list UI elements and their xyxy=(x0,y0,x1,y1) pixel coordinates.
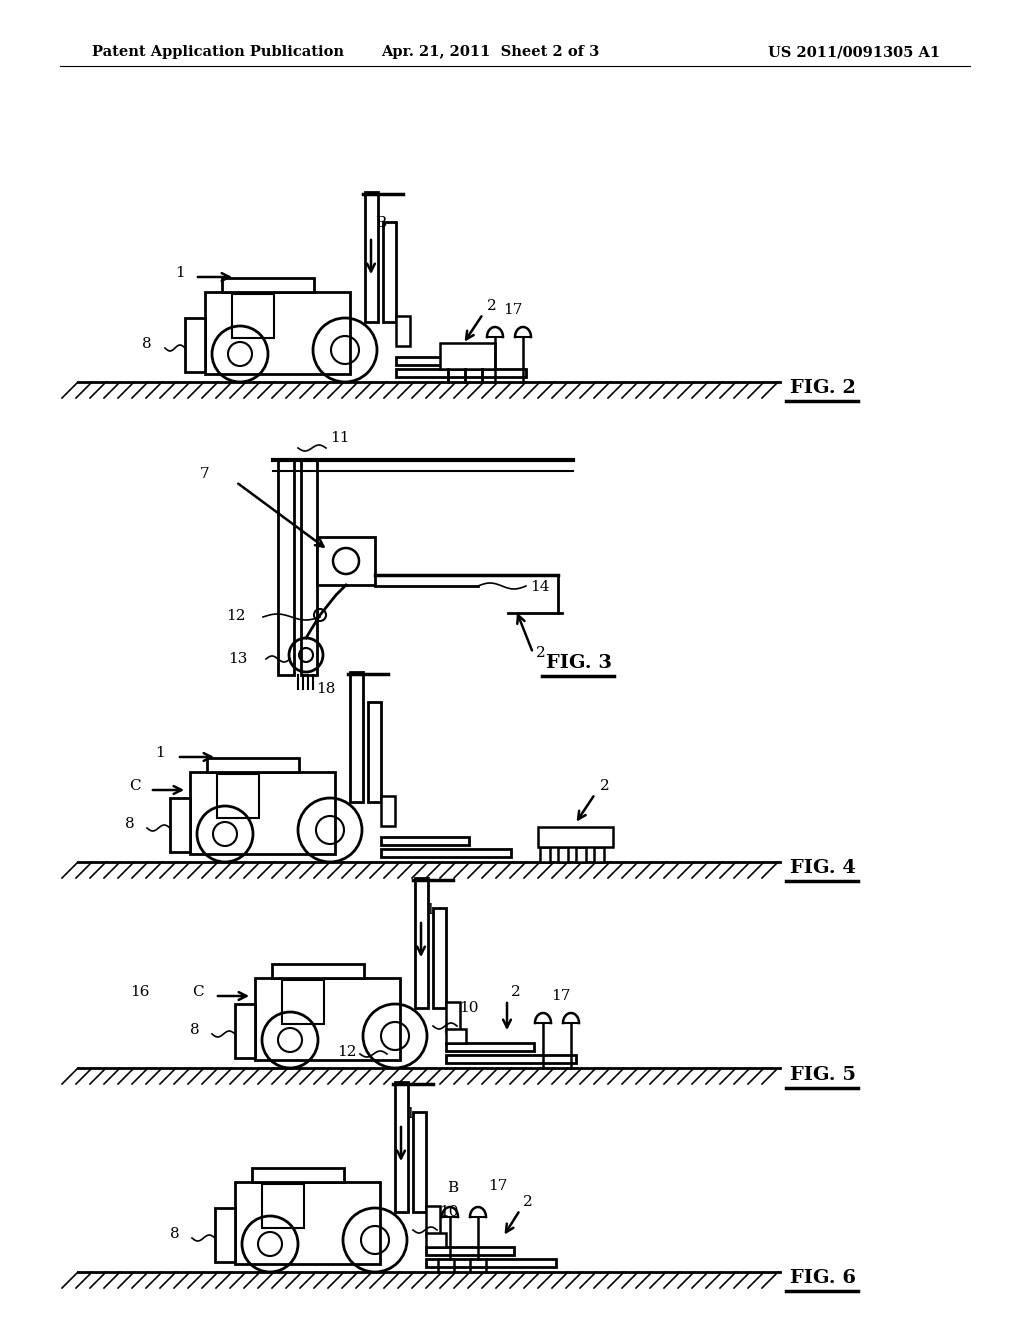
Text: 16: 16 xyxy=(130,985,150,999)
Bar xyxy=(440,343,495,370)
Text: 17: 17 xyxy=(503,304,522,317)
Text: FIG. 5: FIG. 5 xyxy=(790,1067,856,1084)
Text: C: C xyxy=(129,779,140,793)
Bar xyxy=(234,1005,255,1059)
Bar xyxy=(262,1184,304,1228)
Bar xyxy=(215,1208,234,1262)
Bar xyxy=(301,459,317,675)
Bar xyxy=(381,796,395,826)
Text: 1: 1 xyxy=(406,1107,415,1121)
Bar xyxy=(446,1043,534,1051)
Text: 12: 12 xyxy=(337,1045,356,1059)
Bar xyxy=(433,908,446,1008)
Bar xyxy=(217,774,259,818)
Text: B: B xyxy=(375,216,386,230)
Bar xyxy=(381,837,469,845)
Text: 1: 1 xyxy=(175,267,184,280)
Bar xyxy=(350,672,362,803)
Text: 2: 2 xyxy=(487,300,497,313)
Bar xyxy=(282,979,324,1024)
Text: FIG. 3: FIG. 3 xyxy=(546,653,612,672)
Text: 2: 2 xyxy=(536,645,546,660)
Text: 8: 8 xyxy=(142,337,152,351)
Text: 18: 18 xyxy=(316,682,336,696)
Text: 1: 1 xyxy=(155,746,165,760)
Text: Patent Application Publication: Patent Application Publication xyxy=(92,45,344,59)
Bar xyxy=(446,1002,460,1032)
Text: B: B xyxy=(447,1181,458,1195)
Bar xyxy=(413,1111,426,1212)
Bar xyxy=(232,294,274,338)
Bar xyxy=(383,222,396,322)
Text: 17: 17 xyxy=(488,1179,507,1193)
Text: FIG. 4: FIG. 4 xyxy=(790,859,856,876)
Text: 7: 7 xyxy=(200,467,210,480)
Text: 17: 17 xyxy=(551,989,570,1003)
Bar xyxy=(205,292,350,374)
Bar xyxy=(255,978,400,1060)
Bar xyxy=(415,878,428,1008)
Bar xyxy=(170,799,190,851)
Bar xyxy=(272,964,364,978)
Bar xyxy=(278,459,294,675)
Text: Apr. 21, 2011  Sheet 2 of 3: Apr. 21, 2011 Sheet 2 of 3 xyxy=(381,45,599,59)
Bar xyxy=(317,537,375,585)
Bar xyxy=(446,1030,466,1043)
Bar xyxy=(540,847,550,862)
Bar xyxy=(252,1168,344,1181)
Text: 13: 13 xyxy=(228,652,248,667)
Bar xyxy=(365,191,378,322)
Bar xyxy=(368,702,381,803)
Bar xyxy=(395,1082,408,1212)
Text: 14: 14 xyxy=(530,579,550,594)
Bar xyxy=(538,828,613,847)
Text: FIG. 6: FIG. 6 xyxy=(790,1269,856,1287)
Text: 8: 8 xyxy=(170,1228,179,1241)
Text: 2: 2 xyxy=(511,985,521,999)
Bar xyxy=(558,847,568,862)
Text: C: C xyxy=(193,985,204,999)
Bar xyxy=(222,279,314,292)
Text: 2: 2 xyxy=(523,1195,532,1209)
Bar xyxy=(426,1233,446,1247)
Bar xyxy=(396,315,410,346)
Text: 10: 10 xyxy=(439,1205,459,1218)
Bar xyxy=(426,1247,514,1255)
Text: 2: 2 xyxy=(600,779,609,793)
Bar xyxy=(207,758,299,772)
Text: 12: 12 xyxy=(226,609,246,623)
Text: FIG. 2: FIG. 2 xyxy=(790,379,856,397)
Bar xyxy=(396,370,526,378)
Bar xyxy=(594,847,604,862)
Text: 11: 11 xyxy=(330,432,349,445)
Text: 8: 8 xyxy=(190,1023,200,1038)
Bar xyxy=(190,772,335,854)
Bar xyxy=(234,1181,380,1265)
Bar xyxy=(575,847,586,862)
Bar xyxy=(185,318,205,372)
Text: US 2011/0091305 A1: US 2011/0091305 A1 xyxy=(768,45,940,59)
Bar xyxy=(426,1259,556,1267)
Bar xyxy=(426,1206,440,1236)
Bar xyxy=(446,1055,575,1063)
Text: 10: 10 xyxy=(459,1001,478,1015)
Text: 1: 1 xyxy=(425,903,435,917)
Bar xyxy=(396,356,484,366)
Bar xyxy=(381,849,511,857)
Text: 8: 8 xyxy=(125,817,134,832)
